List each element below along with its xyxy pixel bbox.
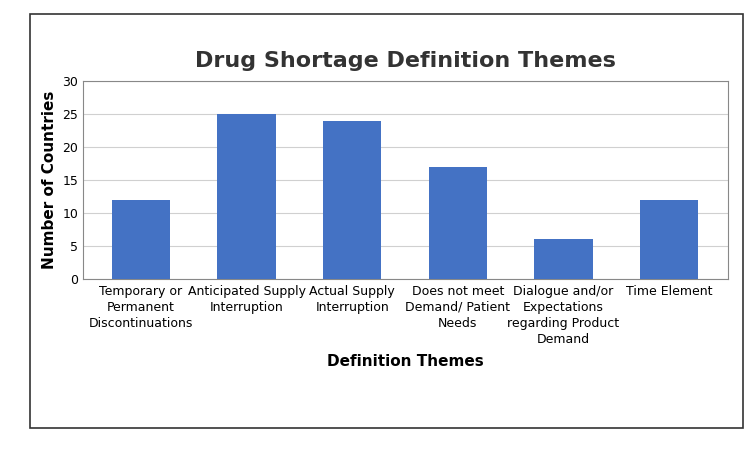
- Bar: [217, 114, 275, 279]
- Bar: [323, 121, 381, 279]
- Bar: [535, 239, 592, 279]
- Title: Drug Shortage Definition Themes: Drug Shortage Definition Themes: [194, 51, 616, 71]
- Bar: [429, 167, 487, 279]
- X-axis label: Definition Themes: Definition Themes: [327, 354, 483, 369]
- Y-axis label: Number of Countries: Number of Countries: [42, 91, 57, 269]
- Bar: [112, 200, 170, 279]
- Bar: [640, 200, 698, 279]
